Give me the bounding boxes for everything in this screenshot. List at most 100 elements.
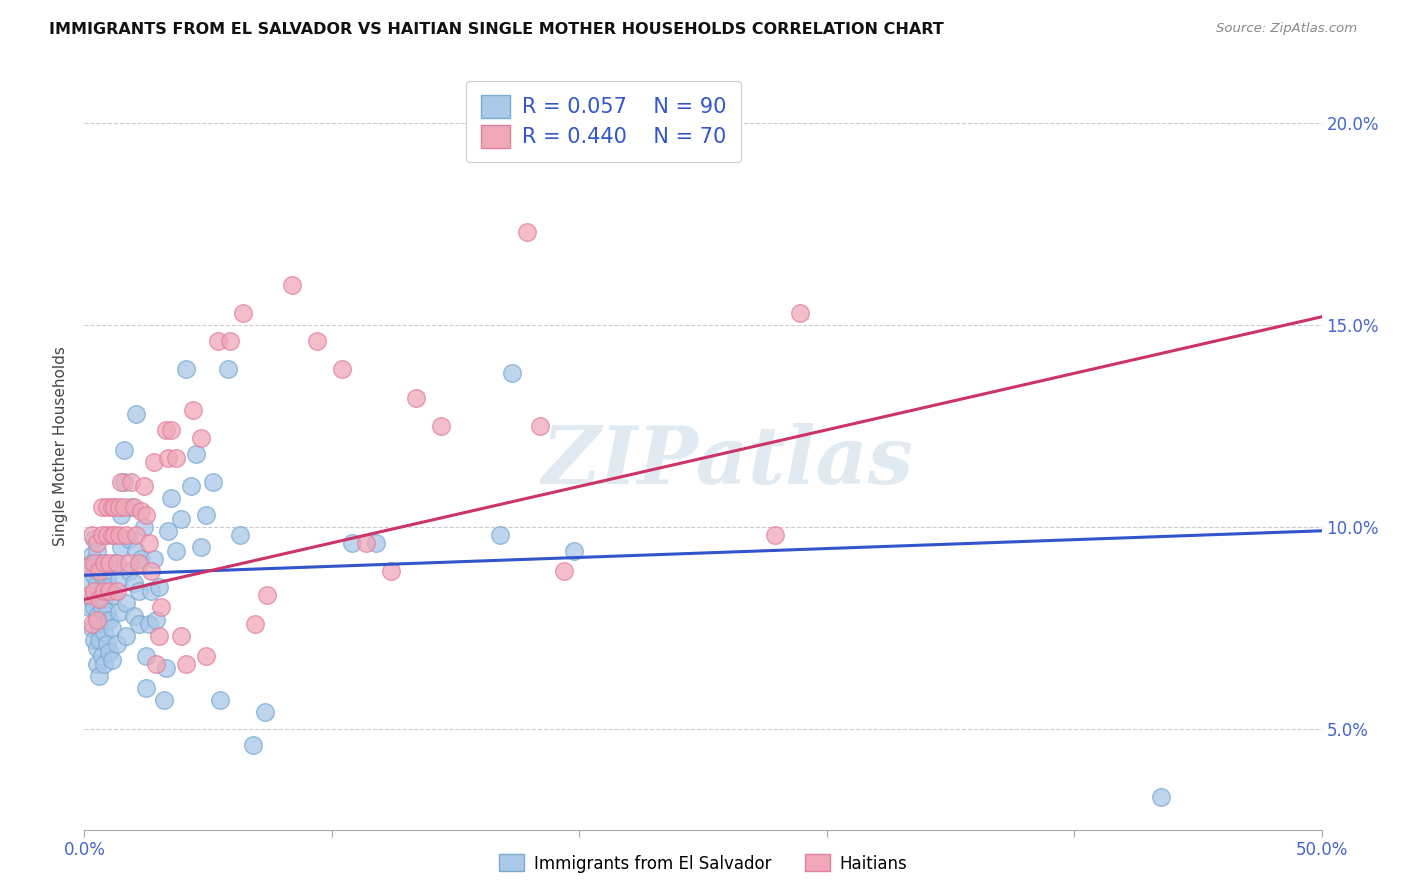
Point xyxy=(115,629,138,643)
Point xyxy=(96,637,118,651)
Point xyxy=(89,592,111,607)
Point xyxy=(86,544,108,558)
Point xyxy=(98,645,121,659)
Point xyxy=(157,524,180,538)
Point xyxy=(93,556,115,570)
Point xyxy=(86,608,108,623)
Point xyxy=(108,572,131,586)
Point xyxy=(90,613,112,627)
Point xyxy=(86,536,108,550)
Point xyxy=(83,584,105,599)
Point xyxy=(105,584,128,599)
Point xyxy=(145,657,167,671)
Point xyxy=(128,584,150,599)
Point xyxy=(135,648,157,663)
Point xyxy=(93,592,115,607)
Point xyxy=(86,657,108,671)
Point xyxy=(98,556,121,570)
Point xyxy=(118,564,141,578)
Point xyxy=(129,552,152,566)
Point xyxy=(142,455,165,469)
Point xyxy=(86,640,108,655)
Point xyxy=(141,564,163,578)
Point xyxy=(79,600,101,615)
Point xyxy=(516,225,538,239)
Point xyxy=(330,362,353,376)
Point xyxy=(562,544,585,558)
Point xyxy=(108,500,131,514)
Point xyxy=(122,576,145,591)
Point xyxy=(380,564,402,578)
Point xyxy=(125,544,148,558)
Point xyxy=(90,568,112,582)
Point xyxy=(89,632,111,647)
Point xyxy=(110,540,132,554)
Point xyxy=(118,532,141,546)
Point xyxy=(93,657,115,671)
Point xyxy=(160,423,183,437)
Point xyxy=(83,568,105,582)
Point xyxy=(103,528,125,542)
Point xyxy=(477,116,499,130)
Point xyxy=(1150,790,1173,805)
Point xyxy=(120,475,142,490)
Point xyxy=(103,588,125,602)
Point xyxy=(763,528,786,542)
Point xyxy=(529,418,551,433)
Point xyxy=(229,528,252,542)
Point xyxy=(170,511,193,525)
Point xyxy=(122,500,145,514)
Point xyxy=(105,556,128,570)
Text: IMMIGRANTS FROM EL SALVADOR VS HAITIAN SINGLE MOTHER HOUSEHOLDS CORRELATION CHAR: IMMIGRANTS FROM EL SALVADOR VS HAITIAN S… xyxy=(49,22,943,37)
Point xyxy=(103,556,125,570)
Point xyxy=(80,548,103,562)
Point xyxy=(141,584,163,599)
Point xyxy=(80,556,103,570)
Point xyxy=(202,475,225,490)
Point xyxy=(170,629,193,643)
Point xyxy=(96,572,118,586)
Point xyxy=(86,613,108,627)
Point xyxy=(110,508,132,522)
Point xyxy=(405,391,427,405)
Point xyxy=(148,629,170,643)
Point xyxy=(155,661,177,675)
Point xyxy=(76,576,98,591)
Point xyxy=(115,597,138,611)
Point xyxy=(219,334,242,348)
Point xyxy=(128,556,150,570)
Point xyxy=(591,92,613,106)
Point xyxy=(89,621,111,635)
Point xyxy=(207,334,229,348)
Point xyxy=(135,508,157,522)
Point xyxy=(138,616,160,631)
Point xyxy=(98,584,121,599)
Point xyxy=(138,536,160,550)
Point xyxy=(148,580,170,594)
Point xyxy=(132,479,155,493)
Point xyxy=(100,621,122,635)
Point xyxy=(79,588,101,602)
Point xyxy=(209,693,232,707)
Point xyxy=(160,491,183,506)
Point xyxy=(90,528,112,542)
Legend: Immigrants from El Salvador, Haitians: Immigrants from El Salvador, Haitians xyxy=(492,847,914,880)
Point xyxy=(86,576,108,591)
Text: ZIPatlas: ZIPatlas xyxy=(541,423,914,500)
Point xyxy=(90,600,112,615)
Point xyxy=(429,418,451,433)
Point xyxy=(110,475,132,490)
Point xyxy=(89,588,111,602)
Point xyxy=(190,540,212,554)
Point xyxy=(89,556,111,570)
Point xyxy=(150,600,173,615)
Point xyxy=(122,608,145,623)
Point xyxy=(152,693,174,707)
Point xyxy=(80,621,103,635)
Point xyxy=(256,588,278,602)
Point xyxy=(76,560,98,574)
Point xyxy=(194,648,217,663)
Point xyxy=(103,500,125,514)
Point xyxy=(105,637,128,651)
Point xyxy=(98,580,121,594)
